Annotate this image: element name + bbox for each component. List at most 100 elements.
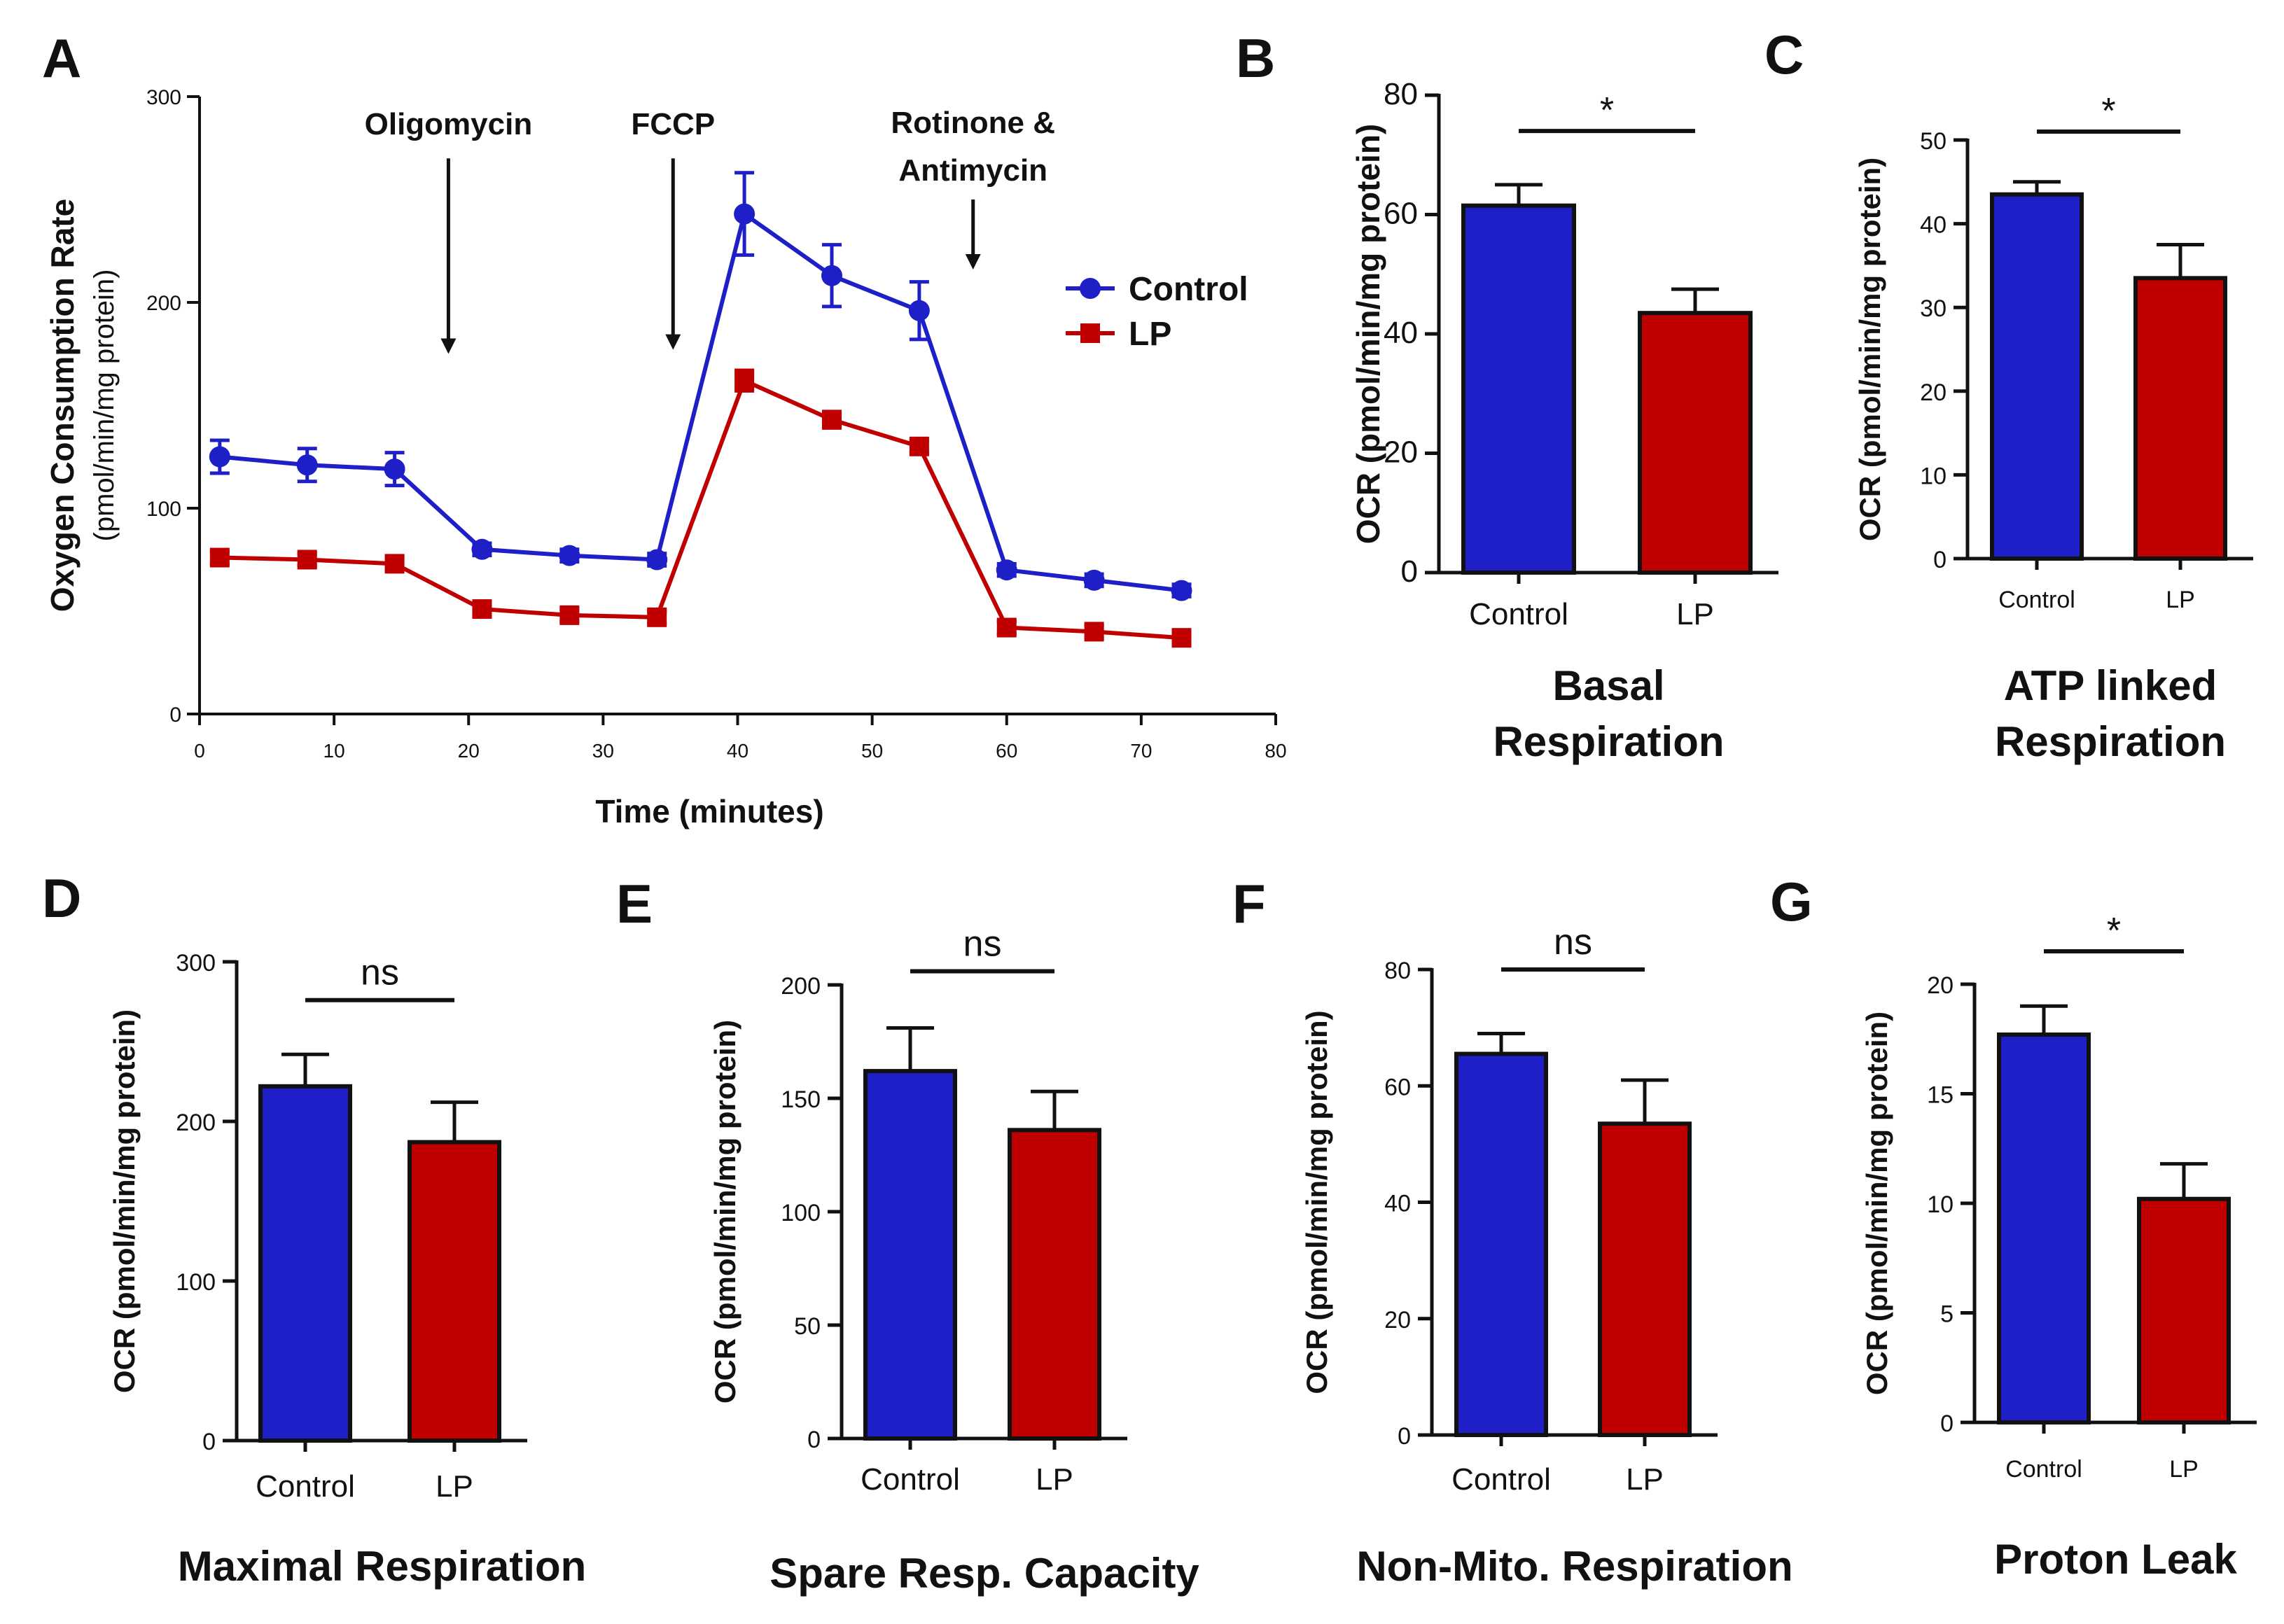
significance-label: ns — [361, 953, 399, 993]
y-tick-label: 0 — [169, 704, 181, 727]
x-tick-label: 20 — [458, 740, 480, 762]
y-tick-label: 50 — [1920, 128, 1947, 155]
y-axis-label: OCR (pmol/min/mg protein) — [1300, 1010, 1333, 1394]
panel-letter: C — [1764, 24, 1804, 85]
x-tick-label: LP — [2169, 1456, 2199, 1483]
data-point — [209, 446, 230, 468]
significance-label: * — [1600, 90, 1614, 131]
y-tick-label: 200 — [781, 973, 821, 1000]
x-tick-label: Control — [256, 1469, 355, 1504]
series-line — [219, 211, 1182, 593]
data-point — [384, 458, 405, 480]
y-tick-label: 20 — [1384, 435, 1418, 470]
x-tick-label: Control — [1451, 1462, 1551, 1497]
data-point — [1171, 580, 1192, 601]
y-tick-label: 300 — [146, 86, 181, 109]
y-tick-label: 10 — [1920, 463, 1947, 489]
legend-marker — [1080, 278, 1101, 299]
series-lp — [209, 368, 1192, 648]
panel-f: F 0 20 40 60 80 OCR (pmol/min/mg protein) Contr… — [1232, 873, 1793, 1590]
bar-lp — [2133, 276, 2227, 561]
x-tick-label: LP — [436, 1469, 473, 1504]
y-tick-label: 40 — [1920, 212, 1947, 239]
y-axis-label: OCR (pmol/min/mg protein) — [108, 1009, 141, 1393]
panel-a: A 0 100 200 300 0 10 20 30 40 50 60 70 80 Time (minute… — [42, 27, 1287, 830]
y-tick-label: 30 — [1920, 295, 1947, 322]
data-point — [821, 410, 842, 430]
bar-lp — [2137, 1196, 2231, 1424]
panel-letter: F — [1232, 873, 1266, 934]
y-tick-label: 0 — [807, 1427, 821, 1453]
x-tick-label: LP — [1626, 1462, 1664, 1497]
y-axis-label-units: (pmol/min/mg protein) — [89, 269, 120, 541]
significance-label: * — [2101, 91, 2115, 132]
y-tick-label: 50 — [794, 1313, 821, 1340]
x-tick-label: LP — [1036, 1462, 1073, 1497]
significance-label: ns — [1554, 922, 1592, 962]
data-point — [471, 538, 493, 560]
data-point — [908, 300, 930, 321]
x-tick-label: 80 — [1265, 740, 1286, 762]
data-point — [209, 547, 230, 568]
y-tick-label: 100 — [176, 1269, 216, 1296]
legend-marker — [1080, 323, 1100, 343]
panel-g: G 0 5 10 15 20 OCR (pmol/min/mg protein) Contro… — [1770, 871, 2257, 1583]
y-tick-label: 60 — [1384, 197, 1418, 231]
panel-letter: B — [1236, 27, 1275, 89]
legend-label: LP — [1129, 316, 1171, 353]
y-tick-label: 10 — [1927, 1191, 1954, 1218]
x-tick-label: 30 — [592, 740, 614, 762]
data-point — [734, 203, 755, 225]
arrow-head — [665, 334, 681, 350]
significance-label: * — [2107, 911, 2121, 951]
y-tick-label: 150 — [781, 1086, 821, 1113]
series-line — [219, 378, 1182, 640]
data-point — [821, 265, 842, 286]
y-tick-label: 100 — [146, 498, 181, 521]
panel-letter: A — [42, 27, 81, 89]
panel-letter: G — [1770, 871, 1813, 932]
x-tick-label: Control — [1998, 587, 2075, 613]
x-tick-label: LP — [1676, 597, 1714, 631]
y-tick-label: 0 — [1398, 1423, 1411, 1450]
data-point — [1083, 569, 1105, 591]
bar-lp — [1598, 1121, 1692, 1437]
x-tick-label: Control — [861, 1462, 960, 1497]
y-axis-label: OCR (pmol/min/mg protein) — [1350, 124, 1386, 545]
y-tick-label: 20 — [1927, 972, 1954, 999]
x-tick-label: 10 — [323, 740, 345, 762]
y-tick-label: 0 — [1940, 1410, 1954, 1437]
bar-lp — [1008, 1128, 1101, 1441]
y-tick-label: 100 — [781, 1200, 821, 1226]
y-tick-label: 80 — [1384, 958, 1411, 984]
data-point — [734, 370, 755, 391]
injection-label: Rotinone & — [891, 106, 1055, 140]
bar-control — [1997, 1032, 2091, 1424]
legend: Control LP — [1066, 271, 1248, 353]
x-tick-label: LP — [2166, 587, 2195, 613]
panel-e: E 0 50 100 150 200 OCR (pmol/min/mg protein) Co… — [616, 873, 1199, 1597]
bar-lp — [1638, 311, 1753, 575]
y-tick-label: 300 — [176, 950, 216, 976]
bar-control — [1461, 203, 1576, 575]
y-tick-label: 20 — [1920, 379, 1947, 406]
y-tick-label: 80 — [1384, 77, 1418, 111]
panel-letter: E — [616, 873, 653, 934]
data-point — [646, 549, 668, 570]
y-axis-label: OCR (pmol/min/mg protein) — [1860, 1011, 1893, 1395]
arrow-head — [440, 338, 457, 354]
panel-title-line2: Respiration — [1493, 718, 1724, 765]
bar-lp — [408, 1140, 501, 1443]
y-tick-label: 0 — [1401, 554, 1418, 589]
data-point — [559, 545, 580, 566]
y-tick-label: 60 — [1384, 1074, 1411, 1100]
panel-title: Basal — [1552, 662, 1664, 709]
legend-label: Control — [1129, 271, 1248, 308]
y-tick-label: 40 — [1384, 316, 1418, 350]
panel-b: B 0 20 40 60 80 OCR (pmol/min/mg protein) Contr… — [1236, 27, 1778, 765]
y-axis-label: OCR (pmol/min/mg protein) — [1853, 158, 1886, 541]
data-point — [996, 617, 1017, 638]
x-tick-label: Control — [2005, 1456, 2082, 1483]
data-point — [1084, 622, 1104, 642]
